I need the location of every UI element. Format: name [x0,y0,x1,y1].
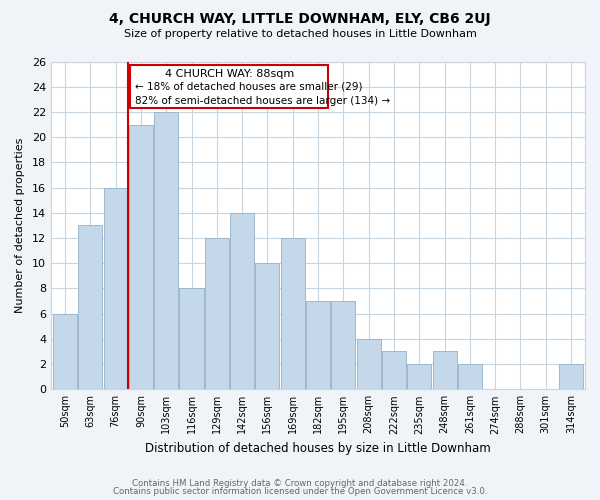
Bar [331,301,355,390]
Bar [154,112,178,390]
Text: 4 CHURCH WAY: 88sqm: 4 CHURCH WAY: 88sqm [164,69,294,79]
Bar [78,226,102,390]
Text: 82% of semi-detached houses are larger (134) →: 82% of semi-detached houses are larger (… [136,96,391,106]
X-axis label: Distribution of detached houses by size in Little Downham: Distribution of detached houses by size … [145,442,491,455]
Bar [306,301,330,390]
FancyBboxPatch shape [130,66,328,108]
Bar [458,364,482,390]
Bar [53,314,77,390]
Bar [407,364,431,390]
Bar [179,288,203,390]
Text: Contains public sector information licensed under the Open Government Licence v3: Contains public sector information licen… [113,487,487,496]
Bar [356,339,380,390]
Y-axis label: Number of detached properties: Number of detached properties [15,138,25,313]
Bar [433,352,457,390]
Bar [104,188,128,390]
Bar [281,238,305,390]
Text: Contains HM Land Registry data © Crown copyright and database right 2024.: Contains HM Land Registry data © Crown c… [132,478,468,488]
Text: Size of property relative to detached houses in Little Downham: Size of property relative to detached ho… [124,29,476,39]
Bar [256,263,280,390]
Bar [230,213,254,390]
Bar [382,352,406,390]
Bar [129,124,153,390]
Text: 4, CHURCH WAY, LITTLE DOWNHAM, ELY, CB6 2UJ: 4, CHURCH WAY, LITTLE DOWNHAM, ELY, CB6 … [109,12,491,26]
Text: ← 18% of detached houses are smaller (29): ← 18% of detached houses are smaller (29… [136,82,363,92]
Bar [559,364,583,390]
Bar [205,238,229,390]
